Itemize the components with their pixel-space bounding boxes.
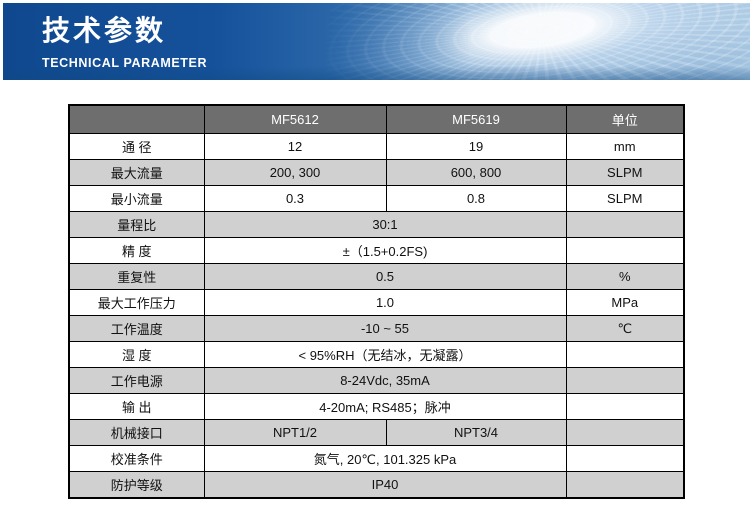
vortex-swirl-decoration — [137, 3, 750, 80]
unit-cell: mm — [565, 133, 685, 160]
param-label-cell: 工作温度 — [68, 315, 205, 342]
unit-cell — [565, 445, 685, 472]
value-cell-span: 0.5 — [203, 263, 567, 290]
param-label-cell: 湿 度 — [68, 341, 205, 368]
banner-text: 技术参数 TECHNICAL PARAMETER — [42, 14, 207, 70]
spec-table-container: MF5612 MF5619 单位 通 径 12 19 mm 最大流量 200, … — [68, 104, 685, 499]
swirl-core — [137, 3, 750, 80]
value-cell-span: -10 ~ 55 — [203, 315, 567, 342]
param-label-cell: 防护等级 — [68, 471, 205, 499]
param-label-cell: 最大工作压力 — [68, 289, 205, 316]
param-label-cell: 精 度 — [68, 237, 205, 264]
table-row-min-flow: 最小流量 0.3 0.8 SLPM — [68, 185, 685, 212]
unit-cell: ℃ — [565, 315, 685, 342]
value-cell-span: 1.0 — [203, 289, 567, 316]
param-label-cell: 机械接口 — [68, 419, 205, 446]
unit-cell — [565, 419, 685, 446]
value-cell-span: ±（1.5+0.2FS) — [203, 237, 567, 264]
table-row-calibration-condition: 校准条件 氮气, 20℃, 101.325 kPa — [68, 445, 685, 472]
param-label-cell: 重复性 — [68, 263, 205, 290]
value-cell: NPT3/4 — [385, 419, 567, 446]
param-label-cell: 量程比 — [68, 211, 205, 238]
value-cell: 0.3 — [203, 185, 387, 212]
table-row-repeatability: 重复性 0.5 % — [68, 263, 685, 290]
table-row-output: 输 出 4-20mA; RS485；脉冲 — [68, 393, 685, 420]
value-cell-span: < 95%RH（无结冰，无凝露） — [203, 341, 567, 368]
unit-cell: MPa — [565, 289, 685, 316]
table-header-row: MF5612 MF5619 单位 — [68, 104, 685, 134]
param-label-cell: 输 出 — [68, 393, 205, 420]
param-label-cell: 工作电源 — [68, 367, 205, 394]
value-cell-span: 30:1 — [203, 211, 567, 238]
header-unit-cell: 单位 — [565, 104, 685, 134]
param-label-cell: 最大流量 — [68, 159, 205, 186]
value-cell-span: IP40 — [203, 471, 567, 499]
table-row-mechanical-connection: 机械接口 NPT1/2 NPT3/4 — [68, 419, 685, 446]
param-label-cell: 最小流量 — [68, 185, 205, 212]
unit-cell — [565, 393, 685, 420]
value-cell-span: 4-20mA; RS485；脉冲 — [203, 393, 567, 420]
header-banner: 技术参数 TECHNICAL PARAMETER — [3, 3, 750, 80]
header-model-mf5612: MF5612 — [203, 104, 387, 134]
table-row-turndown-ratio: 量程比 30:1 — [68, 211, 685, 238]
value-cell: 12 — [203, 133, 387, 160]
table-row-max-pressure: 最大工作压力 1.0 MPa — [68, 289, 685, 316]
param-label-cell: 通 径 — [68, 133, 205, 160]
unit-cell — [565, 471, 685, 499]
unit-cell — [565, 341, 685, 368]
table-row-max-flow: 最大流量 200, 300 600, 800 SLPM — [68, 159, 685, 186]
header-param-cell — [68, 104, 205, 134]
table-row-protection-rating: 防护等级 IP40 — [68, 471, 685, 499]
value-cell-span: 8-24Vdc, 35mA — [203, 367, 567, 394]
unit-cell: SLPM — [565, 185, 685, 212]
value-cell: 0.8 — [385, 185, 567, 212]
table-row-diameter: 通 径 12 19 mm — [68, 133, 685, 160]
table-row-humidity: 湿 度 < 95%RH（无结冰，无凝露） — [68, 341, 685, 368]
unit-cell — [565, 367, 685, 394]
value-cell: 600, 800 — [385, 159, 567, 186]
page-title: 技术参数 — [42, 15, 167, 46]
table-row-accuracy: 精 度 ±（1.5+0.2FS) — [68, 237, 685, 264]
header-model-mf5619: MF5619 — [385, 104, 567, 134]
table-row-working-temp: 工作温度 -10 ~ 55 ℃ — [68, 315, 685, 342]
value-cell-span: 氮气, 20℃, 101.325 kPa — [203, 445, 567, 472]
param-label-cell: 校准条件 — [68, 445, 205, 472]
unit-cell — [565, 237, 685, 264]
value-cell: 200, 300 — [203, 159, 387, 186]
unit-cell: SLPM — [565, 159, 685, 186]
unit-cell — [565, 211, 685, 238]
value-cell: 19 — [385, 133, 567, 160]
value-cell: NPT1/2 — [203, 419, 387, 446]
page-subtitle: TECHNICAL PARAMETER — [42, 56, 208, 70]
unit-cell: % — [565, 263, 685, 290]
table-row-power-supply: 工作电源 8-24Vdc, 35mA — [68, 367, 685, 394]
spec-table: MF5612 MF5619 单位 通 径 12 19 mm 最大流量 200, … — [68, 104, 685, 499]
